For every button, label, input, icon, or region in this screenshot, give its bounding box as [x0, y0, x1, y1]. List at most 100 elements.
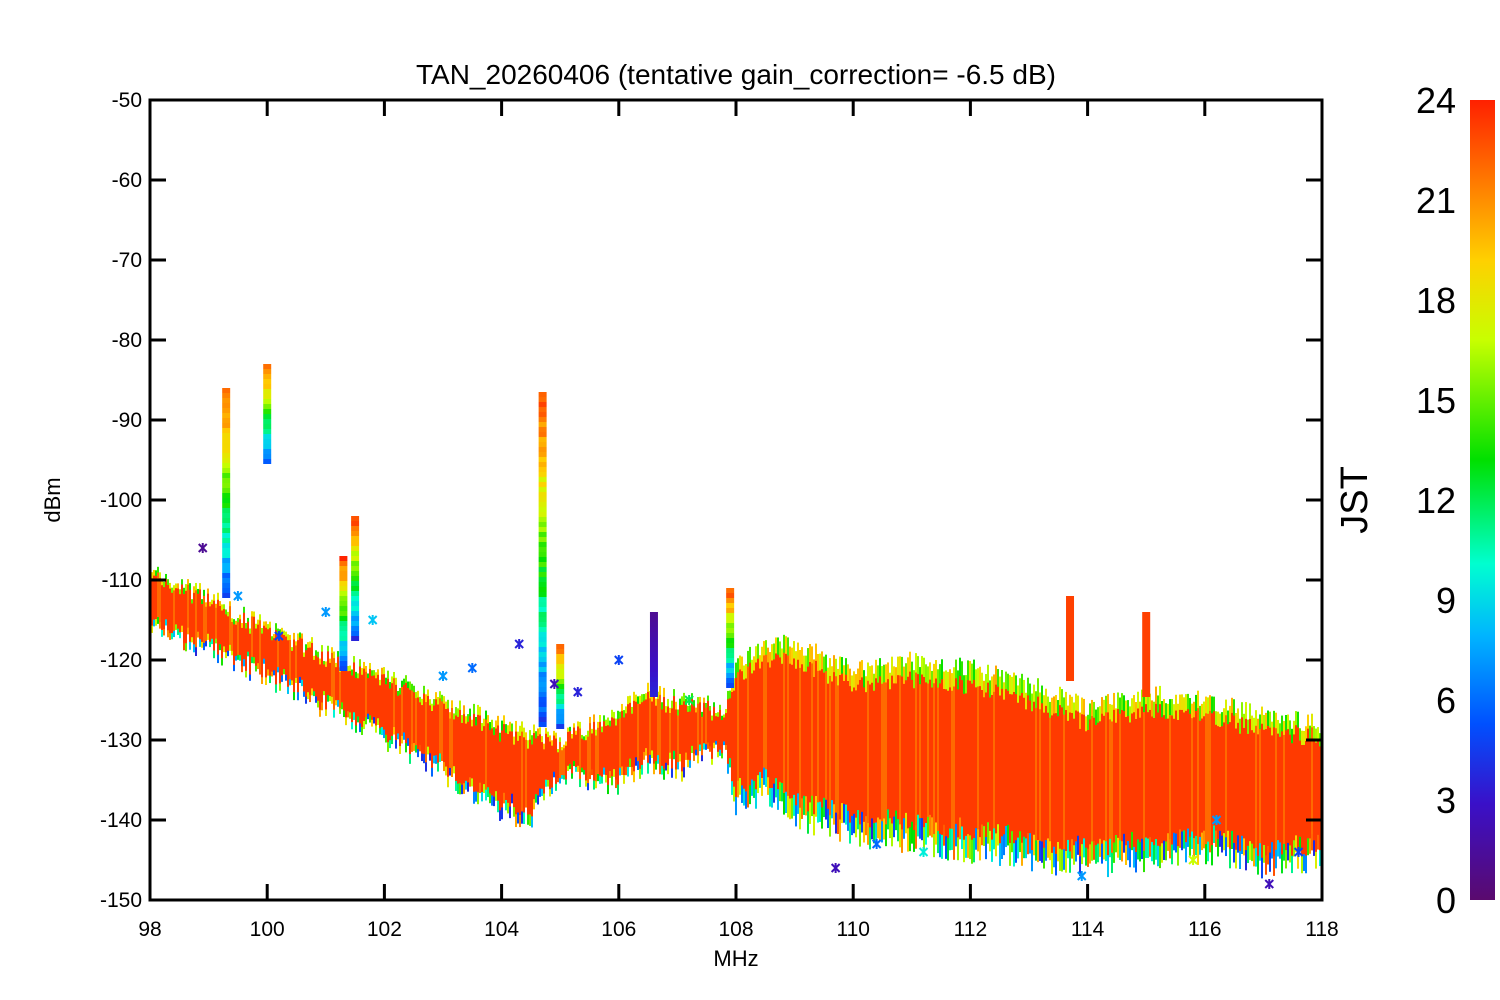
- spike-marker: [649, 642, 658, 647]
- spike-marker: [538, 542, 547, 547]
- noise-floor-core: [150, 572, 1322, 858]
- spike-marker: [263, 384, 272, 389]
- spike-marker: [339, 666, 348, 671]
- colorbar-tick-label: 24: [1416, 80, 1456, 121]
- spike-marker: [538, 452, 547, 457]
- spike-marker: [1142, 657, 1151, 662]
- spike-marker: [263, 414, 272, 419]
- spike-marker: [222, 538, 231, 543]
- spike-marker: [1142, 667, 1151, 672]
- spike-marker: [1066, 611, 1075, 616]
- spike-marker: [351, 596, 360, 601]
- spike-marker: [351, 581, 360, 586]
- spike-marker: [538, 407, 547, 412]
- spike-marker: [649, 677, 658, 682]
- outlier-marker: [1077, 871, 1087, 881]
- spike-marker: [1066, 616, 1075, 621]
- x-tick-label: 100: [250, 918, 285, 941]
- spike-marker: [538, 497, 547, 502]
- spike-marker: [538, 492, 547, 497]
- spike-marker: [222, 388, 231, 393]
- spike-marker: [351, 606, 360, 611]
- spike-marker: [351, 626, 360, 631]
- spike-marker: [222, 398, 231, 403]
- spike-marker: [222, 463, 231, 468]
- spike-marker: [222, 583, 231, 588]
- spike-marker: [1066, 626, 1075, 631]
- spike-0: [222, 388, 231, 598]
- spike-marker: [339, 661, 348, 666]
- spike-marker: [538, 722, 547, 727]
- spike-marker: [1066, 671, 1075, 676]
- spike-marker: [222, 553, 231, 558]
- outlier-marker: [1188, 855, 1198, 865]
- spike-marker: [538, 592, 547, 597]
- spike-marker: [726, 673, 735, 678]
- spike-marker: [222, 448, 231, 453]
- spike-marker: [222, 473, 231, 478]
- spike-marker: [538, 537, 547, 542]
- spike-marker: [1142, 612, 1151, 617]
- spike-series: [222, 364, 1151, 729]
- spike-marker: [263, 374, 272, 379]
- spike-marker: [538, 577, 547, 582]
- outlier-marker: [321, 607, 331, 617]
- colorbar-tick-label: 6: [1436, 680, 1456, 721]
- spike-marker: [538, 527, 547, 532]
- x-tick-label: 106: [601, 918, 636, 941]
- spike-marker: [538, 397, 547, 402]
- spike-marker: [538, 632, 547, 637]
- y-tick-label: -90: [112, 409, 142, 432]
- spike-marker: [538, 672, 547, 677]
- colorbar-tick-label: 0: [1436, 880, 1456, 921]
- y-tick-label: -130: [100, 729, 142, 752]
- x-tick-label: 104: [484, 918, 519, 941]
- spike-marker: [556, 644, 565, 649]
- spike-marker: [339, 656, 348, 661]
- spike-marker: [222, 443, 231, 448]
- spike-marker: [556, 714, 565, 719]
- spike-marker: [351, 586, 360, 591]
- spike-marker: [726, 668, 735, 673]
- spike-marker: [339, 556, 348, 561]
- spike-marker: [1066, 661, 1075, 666]
- spike-marker: [1142, 677, 1151, 682]
- spike-marker: [538, 642, 547, 647]
- spike-marker: [339, 621, 348, 626]
- spike-marker: [538, 707, 547, 712]
- spike-marker: [351, 616, 360, 621]
- spike-marker: [649, 632, 658, 637]
- spike-marker: [556, 669, 565, 674]
- colorbar-tick-label: 15: [1416, 380, 1456, 421]
- colorbar-ticks: 0 3 6 9 12 15 18 21 24: [1416, 80, 1456, 921]
- spike-marker: [1142, 642, 1151, 647]
- spike-marker: [351, 591, 360, 596]
- spike-marker: [538, 667, 547, 672]
- outlier-marker: [871, 839, 882, 849]
- spike-marker: [222, 503, 231, 508]
- spike-marker: [538, 687, 547, 692]
- spike-marker: [538, 552, 547, 557]
- spike-marker: [538, 612, 547, 617]
- spike-marker: [538, 677, 547, 682]
- spike-marker: [339, 601, 348, 606]
- spike-marker: [263, 459, 272, 464]
- spike-marker: [222, 468, 231, 473]
- spike-9: [1142, 612, 1151, 697]
- spike-marker: [222, 438, 231, 443]
- spike-marker: [263, 379, 272, 384]
- spike-marker: [538, 602, 547, 607]
- spike-marker: [726, 613, 735, 618]
- spike-marker: [1142, 672, 1151, 677]
- y-tick-label: -100: [100, 489, 142, 512]
- spike-marker: [538, 472, 547, 477]
- spike-marker: [1142, 627, 1151, 632]
- spike-marker: [339, 651, 348, 656]
- spike-marker: [538, 402, 547, 407]
- spike-5: [556, 644, 565, 729]
- spike-marker: [263, 419, 272, 424]
- spike-marker: [222, 458, 231, 463]
- outlier-marker: [549, 679, 560, 689]
- spike-marker: [726, 663, 735, 668]
- spike-marker: [649, 692, 658, 697]
